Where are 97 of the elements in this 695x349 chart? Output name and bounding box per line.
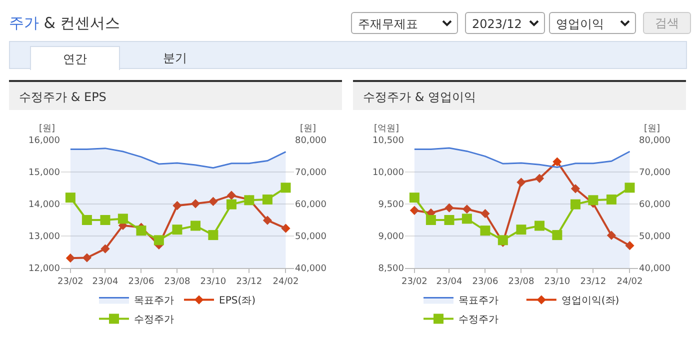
x-tick-label: 23/12 bbox=[236, 276, 262, 287]
point bbox=[226, 199, 236, 210]
point bbox=[82, 215, 92, 225]
point bbox=[172, 201, 182, 210]
y2-tick-label: 40,000 bbox=[295, 264, 327, 274]
y2-tick-label: 60,000 bbox=[639, 200, 671, 210]
x-tick-label: 23/02 bbox=[401, 276, 428, 287]
y-tick-label: 14,000 bbox=[28, 200, 60, 210]
point bbox=[552, 157, 562, 166]
legend-label: 수정주가 bbox=[458, 314, 498, 326]
y2-tick-label: 60,000 bbox=[295, 200, 327, 210]
x-tick-label: 23/04 bbox=[92, 276, 118, 287]
y-axis-title: [원] bbox=[39, 124, 56, 134]
text: 주가 & 컨센서스 bbox=[9, 14, 120, 33]
y2-axis-title: [원] bbox=[644, 124, 660, 134]
legend-label: EPS(좌) bbox=[219, 296, 256, 307]
point bbox=[570, 199, 580, 210]
chart-title: 수정주가 & EPS bbox=[9, 80, 342, 110]
y-tick-label: 8,500 bbox=[378, 264, 404, 274]
point bbox=[172, 224, 182, 235]
y2-tick-label: 40,000 bbox=[639, 264, 671, 274]
point bbox=[208, 196, 218, 206]
point bbox=[262, 194, 272, 205]
point bbox=[570, 184, 580, 194]
text: 연간 bbox=[30, 46, 120, 70]
x-tick-label: 24/02 bbox=[616, 276, 643, 287]
point bbox=[625, 241, 634, 250]
x-tick-label: 23/04 bbox=[436, 276, 462, 287]
point bbox=[100, 215, 110, 225]
y-tick-label: 16,000 bbox=[28, 136, 60, 146]
point bbox=[208, 230, 218, 240]
y-axis-title: [억원] bbox=[374, 124, 400, 134]
point bbox=[426, 215, 436, 225]
y-tick-label: 10,000 bbox=[372, 168, 404, 178]
point bbox=[100, 244, 110, 254]
point bbox=[262, 216, 272, 225]
text: 검색 bbox=[643, 12, 691, 34]
y2-tick-label: 80,000 bbox=[639, 136, 671, 146]
point bbox=[82, 253, 92, 262]
text: 영업이익 bbox=[556, 17, 604, 31]
y-tick-label: 15,000 bbox=[28, 168, 60, 178]
point bbox=[606, 230, 616, 240]
point bbox=[409, 192, 420, 203]
point bbox=[480, 209, 490, 218]
point bbox=[65, 192, 76, 203]
legend-label: 수정주가 bbox=[134, 314, 174, 326]
point bbox=[118, 214, 128, 224]
point bbox=[516, 178, 526, 187]
point bbox=[444, 215, 454, 225]
point bbox=[66, 254, 75, 263]
y-tick-label: 13,000 bbox=[28, 232, 60, 242]
point bbox=[154, 235, 164, 246]
x-tick-label: 23/02 bbox=[57, 276, 84, 287]
point bbox=[480, 226, 490, 236]
point bbox=[462, 204, 472, 214]
y2-axis-title: [원] bbox=[300, 124, 316, 134]
point bbox=[606, 194, 616, 205]
y2-tick-label: 70,000 bbox=[639, 168, 671, 178]
point bbox=[444, 203, 454, 212]
y-tick-label: 9,500 bbox=[378, 200, 404, 210]
text: 주재무제표 bbox=[358, 17, 418, 31]
x-tick-label: 23/06 bbox=[472, 276, 498, 287]
x-tick-label: 23/08 bbox=[508, 276, 534, 287]
y-tick-label: 10,500 bbox=[372, 136, 404, 146]
x-tick-label: 23/08 bbox=[164, 276, 190, 287]
x-tick-label: 24/02 bbox=[272, 276, 299, 287]
x-tick-label: 23/12 bbox=[580, 276, 606, 287]
legend-label: 영업이익(좌) bbox=[561, 296, 620, 307]
legend-label: 목표주가 bbox=[458, 296, 498, 307]
y2-tick-label: 80,000 bbox=[295, 136, 327, 146]
point bbox=[281, 224, 290, 233]
y2-tick-label: 50,000 bbox=[639, 232, 671, 242]
point bbox=[226, 190, 236, 200]
point bbox=[624, 182, 635, 193]
text: 분기 bbox=[162, 50, 188, 67]
point bbox=[190, 220, 200, 231]
point bbox=[410, 206, 419, 215]
y2-tick-label: 70,000 bbox=[295, 168, 327, 178]
x-tick-label: 23/10 bbox=[544, 276, 570, 287]
point bbox=[136, 226, 146, 236]
point bbox=[516, 224, 526, 235]
point bbox=[588, 195, 598, 206]
y2-tick-label: 50,000 bbox=[295, 232, 327, 242]
chart-title: 수정주가 & 영업이익 bbox=[353, 80, 686, 110]
point bbox=[552, 230, 562, 240]
point bbox=[190, 199, 200, 208]
legend-label: 목표주가 bbox=[134, 296, 174, 307]
y-tick-label: 12,000 bbox=[28, 264, 60, 274]
y-tick-label: 9,000 bbox=[378, 232, 404, 242]
x-tick-label: 23/06 bbox=[128, 276, 154, 287]
point bbox=[534, 174, 544, 183]
point bbox=[462, 214, 472, 224]
point bbox=[534, 220, 544, 231]
x-tick-label: 23/10 bbox=[200, 276, 226, 287]
text: 2023/12 bbox=[472, 17, 522, 31]
point bbox=[498, 235, 508, 246]
point bbox=[280, 182, 291, 193]
